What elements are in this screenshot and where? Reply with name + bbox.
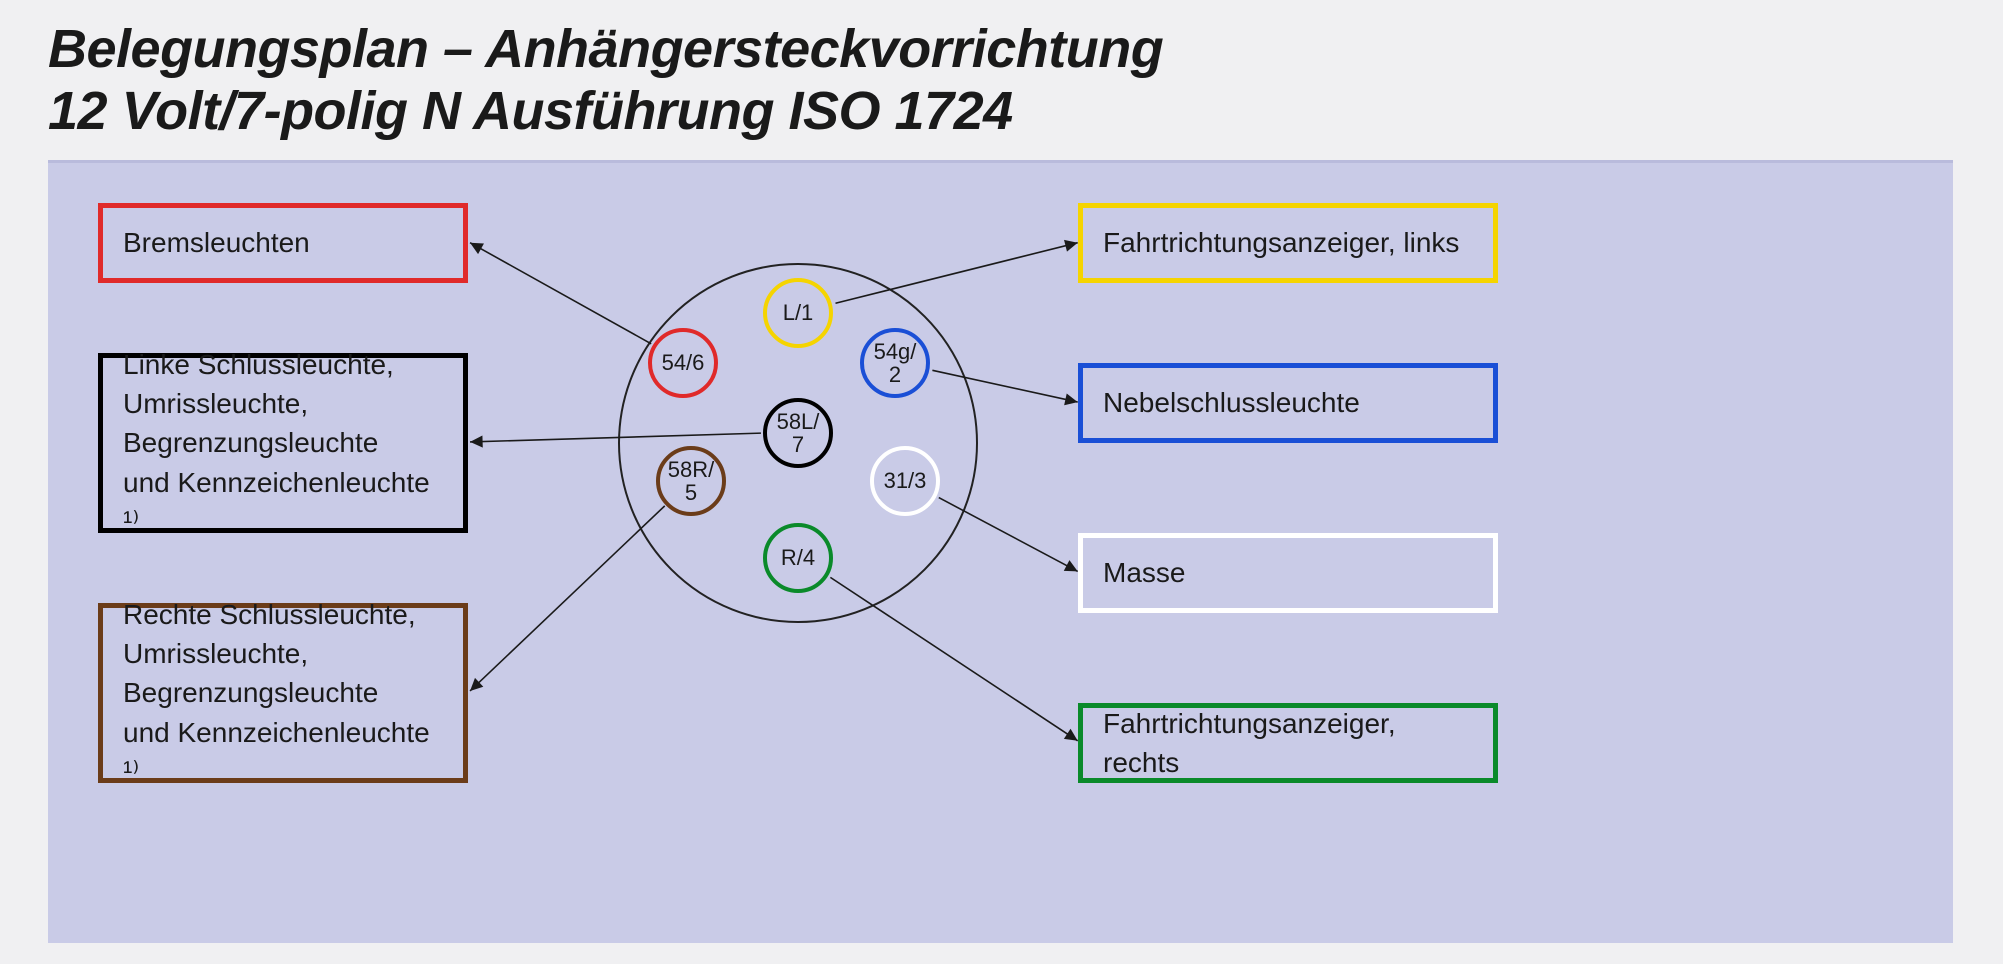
label-R4: Fahrtrichtungsanzeiger, rechts (1078, 703, 1498, 783)
diagram-panel: L/1 54g/ 2 31/3 R/4 58R/ 5 54/6 58L/ 7 Bremsleu… (48, 160, 1953, 943)
pin-54g2: 54g/ 2 (860, 328, 930, 398)
label-58L7: Linke Schlussleuchte, Umrissleuchte, Beg… (98, 353, 468, 533)
pin-31_3: 31/3 (870, 446, 940, 516)
label-58R5: Rechte Schlussleuchte, Umrissleuchte, Be… (98, 603, 468, 783)
pin-R4: R/4 (763, 523, 833, 593)
pin-58R5: 58R/ 5 (656, 446, 726, 516)
title-block: Belegungsplan – Anhängersteckvorrichtung… (0, 0, 2003, 150)
label-31-3: Masse (1078, 533, 1498, 613)
title-line-1: Belegungsplan – Anhängersteckvorrichtung (48, 18, 1955, 80)
pin-58L7: 58L/ 7 (763, 398, 833, 468)
pin-54_6: 54/6 (648, 328, 718, 398)
title-line-2: 12 Volt/7-polig N Ausführung ISO 1724 (48, 80, 1955, 142)
label-L1: Fahrtrichtungsanzeiger, links (1078, 203, 1498, 283)
pin-L1: L/1 (763, 278, 833, 348)
label-54g2: Nebelschlussleuchte (1078, 363, 1498, 443)
label-54-6: Bremsleuchten (98, 203, 468, 283)
